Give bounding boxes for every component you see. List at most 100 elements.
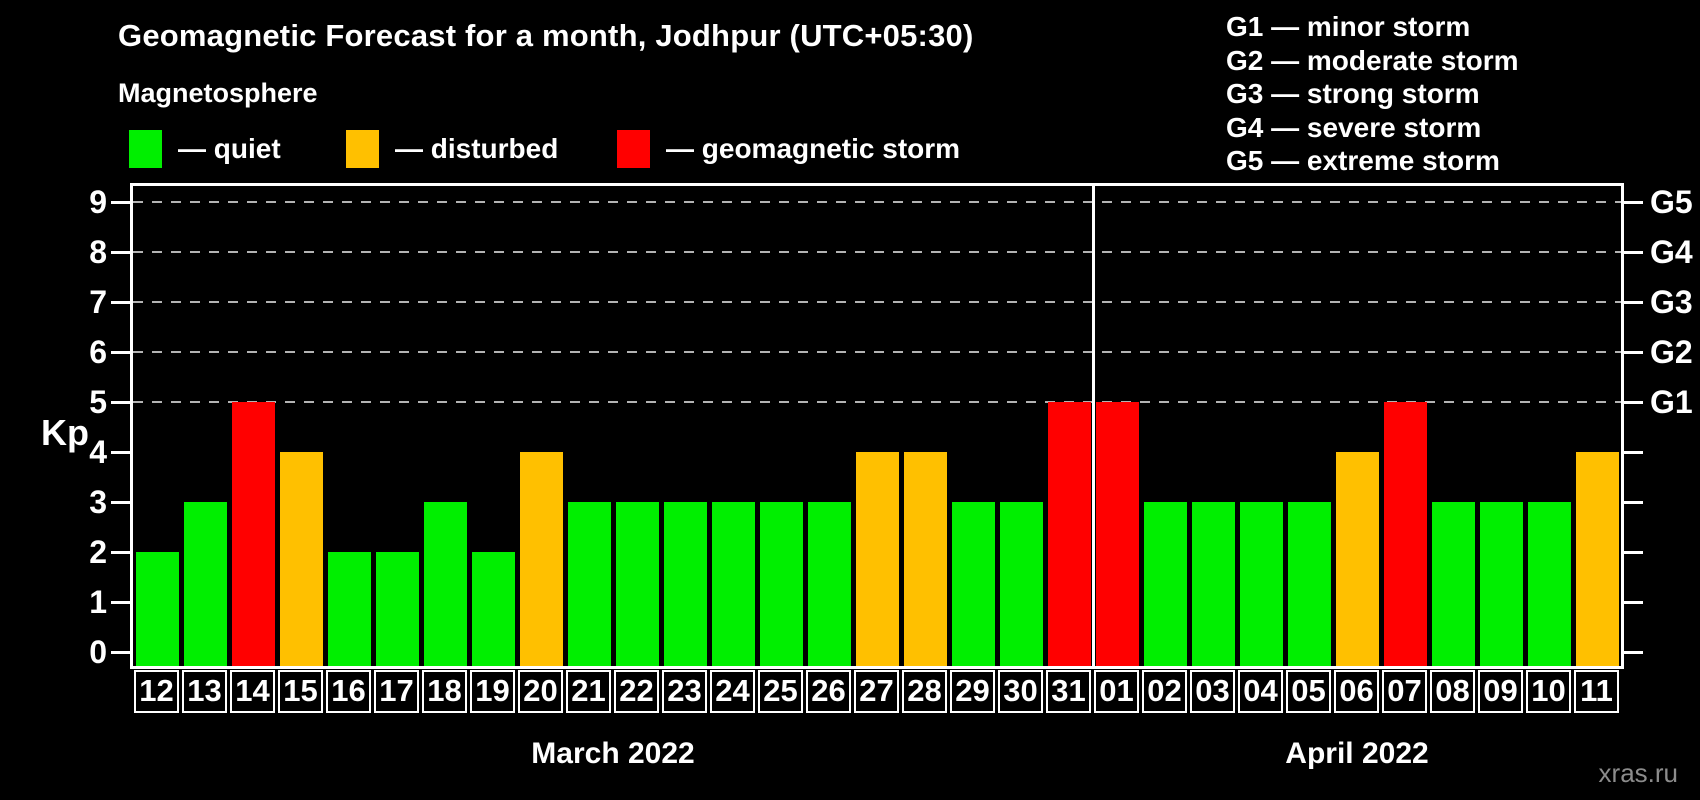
right-axis-tick bbox=[1624, 600, 1643, 604]
g-legend-item-g1: G1 — minor storm bbox=[1226, 11, 1471, 42]
y-axis-tick-label: 1 bbox=[89, 584, 107, 620]
date-label-06: 06 bbox=[1334, 670, 1379, 713]
storm-swatch-icon bbox=[617, 130, 650, 168]
y-axis-tick bbox=[111, 400, 130, 404]
month-divider bbox=[1091, 183, 1095, 669]
right-axis-tick bbox=[1624, 300, 1643, 304]
magnetosphere-label: Magnetosphere bbox=[118, 78, 318, 108]
y-axis-tick bbox=[111, 550, 130, 554]
gridline-kp7 bbox=[133, 301, 1621, 303]
y-axis-tick-label: 2 bbox=[89, 534, 107, 570]
date-label-22: 22 bbox=[614, 670, 659, 713]
date-label-02: 02 bbox=[1142, 670, 1187, 713]
kp-bar-17 bbox=[375, 552, 419, 666]
date-label-01: 01 bbox=[1094, 670, 1139, 713]
kp-bar-22 bbox=[615, 502, 659, 666]
kp-bar-09 bbox=[1479, 502, 1523, 666]
chart-title: Geomagnetic Forecast for a month, Jodhpu… bbox=[118, 18, 974, 53]
kp-bar-24 bbox=[711, 502, 755, 666]
right-axis-tick bbox=[1624, 350, 1643, 354]
kp-bar-07 bbox=[1383, 402, 1427, 666]
right-axis-tick bbox=[1624, 500, 1643, 504]
kp-bar-12 bbox=[135, 552, 179, 666]
kp-bar-10 bbox=[1527, 502, 1571, 666]
legend-item-label: — geomagnetic storm bbox=[666, 133, 961, 164]
g-level-label-g4: G4 bbox=[1650, 234, 1693, 270]
g-level-label-g1: G1 bbox=[1650, 384, 1693, 420]
g-legend-item-g5: G5 — extreme storm bbox=[1226, 145, 1500, 176]
watermark: xras.ru bbox=[1598, 758, 1678, 788]
g-legend-item-g3: G3 — strong storm bbox=[1226, 78, 1480, 109]
legend-item-label: — disturbed bbox=[395, 133, 559, 164]
y-axis-tick-label: 8 bbox=[89, 234, 107, 270]
month-label-april: April 2022 bbox=[1285, 737, 1429, 770]
date-label-30: 30 bbox=[998, 670, 1043, 713]
date-label-17: 17 bbox=[374, 670, 419, 713]
y-axis-tick bbox=[111, 600, 130, 604]
kp-bar-13 bbox=[183, 502, 227, 666]
date-label-07: 07 bbox=[1382, 670, 1427, 713]
date-label-20: 20 bbox=[518, 670, 563, 713]
y-axis-tick-label: 4 bbox=[89, 434, 107, 470]
legend-item-quiet: — quiet bbox=[129, 128, 281, 170]
y-axis-tick bbox=[111, 300, 130, 304]
date-label-19: 19 bbox=[470, 670, 515, 713]
gridline-kp5 bbox=[133, 401, 1621, 403]
date-label-23: 23 bbox=[662, 670, 707, 713]
kp-bar-30 bbox=[999, 502, 1043, 666]
date-label-08: 08 bbox=[1430, 670, 1475, 713]
kp-bar-11 bbox=[1575, 452, 1619, 666]
plot-area bbox=[130, 183, 1624, 669]
y-axis-label: Kp bbox=[41, 412, 89, 453]
date-label-26: 26 bbox=[806, 670, 851, 713]
date-label-29: 29 bbox=[950, 670, 995, 713]
y-axis-tick-label: 7 bbox=[89, 284, 107, 320]
y-axis-tick bbox=[111, 450, 130, 454]
y-axis-tick-label: 0 bbox=[89, 634, 107, 670]
y-axis-tick bbox=[111, 350, 130, 354]
date-label-04: 04 bbox=[1238, 670, 1283, 713]
kp-bar-23 bbox=[663, 502, 707, 666]
date-label-05: 05 bbox=[1286, 670, 1331, 713]
y-axis-tick-label: 9 bbox=[89, 184, 107, 220]
kp-bar-05 bbox=[1287, 502, 1331, 666]
g-level-label-g2: G2 bbox=[1650, 334, 1693, 370]
kp-bar-04 bbox=[1239, 502, 1283, 666]
right-axis-tick bbox=[1624, 250, 1643, 254]
y-axis-tick bbox=[111, 650, 130, 654]
kp-bar-03 bbox=[1191, 502, 1235, 666]
date-label-13: 13 bbox=[182, 670, 227, 713]
kp-bar-01 bbox=[1095, 402, 1139, 666]
gridline-kp8 bbox=[133, 251, 1621, 253]
kp-bar-02 bbox=[1143, 502, 1187, 666]
kp-bar-16 bbox=[327, 552, 371, 666]
date-label-15: 15 bbox=[278, 670, 323, 713]
date-label-24: 24 bbox=[710, 670, 755, 713]
kp-bar-21 bbox=[567, 502, 611, 666]
right-axis-tick bbox=[1624, 550, 1643, 554]
legend-item-label: — quiet bbox=[178, 133, 281, 164]
date-label-03: 03 bbox=[1190, 670, 1235, 713]
g-legend-item-g4: G4 — severe storm bbox=[1226, 111, 1482, 143]
g-scale-legend: G1 — minor storm G2 — moderate storm G3 … bbox=[1226, 10, 1519, 178]
kp-bar-18 bbox=[423, 502, 467, 666]
kp-bar-20 bbox=[519, 452, 563, 666]
date-label-18: 18 bbox=[422, 670, 467, 713]
kp-bar-31 bbox=[1047, 402, 1091, 666]
right-axis-tick bbox=[1624, 400, 1643, 404]
kp-bar-27 bbox=[855, 452, 899, 666]
kp-bar-26 bbox=[807, 502, 851, 666]
g-level-label-g3: G3 bbox=[1650, 284, 1693, 320]
date-label-12: 12 bbox=[134, 670, 179, 713]
quiet-swatch-icon bbox=[129, 130, 162, 168]
legend-item-storm: — geomagnetic storm bbox=[617, 128, 960, 170]
date-label-10: 10 bbox=[1526, 670, 1571, 713]
kp-bar-08 bbox=[1431, 502, 1475, 666]
y-axis-tick bbox=[111, 500, 130, 504]
date-label-31: 31 bbox=[1046, 670, 1091, 713]
y-axis-tick bbox=[111, 250, 130, 254]
disturbed-swatch-icon bbox=[346, 130, 379, 168]
right-axis-tick bbox=[1624, 650, 1643, 654]
kp-bar-29 bbox=[951, 502, 995, 666]
